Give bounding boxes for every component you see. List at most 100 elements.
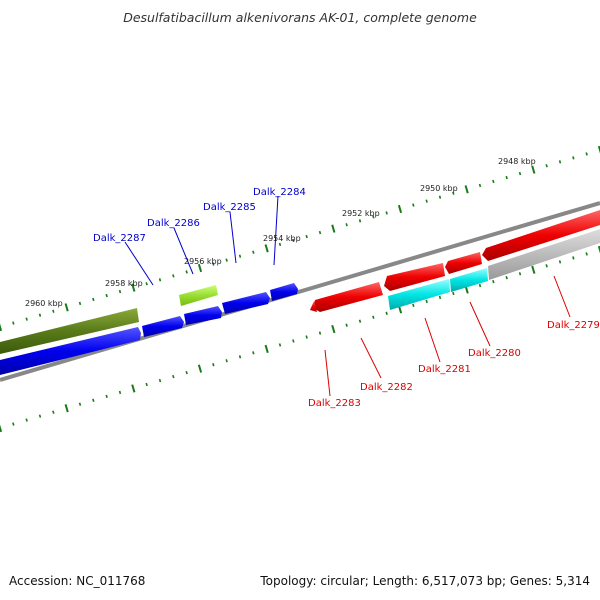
plus-strand-features (0, 283, 298, 375)
minor-tick (452, 191, 455, 195)
minor-tick (478, 283, 482, 288)
map-title: Desulfatibacillum alkenivorans AK-01, co… (123, 10, 477, 25)
minor-tick (278, 343, 282, 347)
gene-label[interactable]: Dalk_2286 (147, 218, 200, 229)
major-tick (331, 324, 336, 334)
gene-feature-plus[interactable] (184, 306, 222, 325)
minor-tick (92, 398, 95, 402)
minor-tick (52, 309, 55, 313)
gene-feature-minus[interactable] (313, 282, 383, 312)
scale-label: 2958 kbp (105, 279, 143, 288)
major-tick (531, 165, 536, 174)
minor-tick (12, 422, 15, 426)
minor-tick (385, 311, 388, 315)
major-tick (331, 224, 336, 233)
minor-tick (52, 410, 55, 414)
minor-tick (278, 242, 282, 247)
minor-tick (158, 378, 162, 383)
minor-tick (318, 230, 322, 235)
minor-tick (345, 223, 348, 227)
minor-tick (105, 293, 108, 298)
scale-label: 2952 kbp (342, 209, 380, 218)
gene-feature-minus[interactable] (310, 301, 317, 312)
minor-tick (172, 274, 175, 278)
minor-tick (12, 321, 15, 325)
minor-tick (252, 351, 255, 355)
gene-feature-minus[interactable] (482, 210, 600, 261)
minor-tick (238, 254, 242, 258)
minor-tick (172, 374, 175, 379)
scale-label: 2948 kbp (498, 157, 536, 166)
gene-label[interactable]: Dalk_2285 (203, 202, 256, 213)
major-tick (531, 265, 536, 274)
minor-tick (358, 219, 362, 223)
minor-tick (425, 199, 428, 203)
minor-tick (78, 301, 82, 306)
minor-tick (92, 297, 95, 302)
minor-tick (505, 276, 508, 280)
minor-tick (145, 282, 148, 286)
scale-label: 2954 kbp (263, 234, 301, 243)
minor-tick (318, 331, 322, 335)
major-tick (64, 404, 69, 413)
gene-feature-green[interactable] (0, 308, 139, 354)
gene-label[interactable]: Dalk_2283 (308, 398, 361, 409)
minor-tick (292, 339, 295, 343)
minor-tick (572, 156, 575, 160)
major-tick (397, 204, 403, 214)
minor-tick (478, 183, 482, 188)
gene-feature-minus[interactable] (384, 263, 445, 291)
minor-tick (145, 382, 148, 387)
minor-tick (558, 160, 562, 164)
gene-feature-rna[interactable] (450, 268, 488, 292)
minor-tick (38, 313, 42, 317)
minor-tick (372, 315, 375, 319)
major-tick (0, 323, 3, 332)
minor-tick (345, 323, 348, 327)
minor-tick (25, 418, 28, 422)
minor-tick (492, 279, 495, 284)
minor-tick (25, 317, 28, 321)
accession-text: Accession: NC_011768 (9, 574, 146, 588)
minor-tick (305, 234, 308, 239)
major-tick (131, 384, 136, 393)
minus-strand-features (310, 210, 600, 312)
minor-tick (118, 390, 122, 395)
gene-feature-other[interactable] (488, 229, 600, 280)
gene-feature-rna[interactable] (388, 279, 450, 310)
gene-feature-plus[interactable] (0, 327, 141, 375)
minor-tick (212, 262, 215, 266)
minor-tick (225, 359, 228, 363)
scale-label: 2950 kbp (420, 184, 458, 193)
minor-tick (558, 260, 562, 264)
gene-label[interactable]: Dalk_2279 (547, 320, 600, 331)
gene-feature-plus[interactable] (142, 316, 184, 337)
gene-label[interactable]: Dalk_2287 (93, 233, 146, 244)
scale-label: 2956 kbp (184, 257, 222, 266)
minor-tick (238, 355, 242, 359)
gene-feature-minus[interactable] (445, 252, 482, 274)
major-tick (131, 283, 136, 292)
gene-feature-plus[interactable] (270, 283, 298, 301)
minor-tick (185, 370, 188, 375)
gene-label[interactable]: Dalk_2280 (468, 348, 521, 359)
backbone-track (0, 201, 600, 382)
gene-label[interactable]: Dalk_2284 (253, 187, 306, 198)
minor-tick (412, 203, 415, 207)
major-tick (0, 424, 3, 433)
gene-feature-plus[interactable] (222, 292, 270, 314)
minor-tick (572, 256, 575, 260)
minor-tick (372, 215, 375, 219)
minor-tick (438, 195, 442, 199)
gene-label[interactable]: Dalk_2282 (360, 382, 413, 393)
minor-tick (452, 291, 455, 296)
minor-tick (105, 394, 108, 399)
minor-tick (305, 335, 308, 339)
minor-tick (585, 252, 588, 256)
outer-scale-ticks (0, 145, 600, 332)
major-tick (264, 244, 269, 253)
gene-label[interactable]: Dalk_2281 (418, 364, 471, 375)
gene-feature-green-light[interactable] (179, 285, 218, 306)
